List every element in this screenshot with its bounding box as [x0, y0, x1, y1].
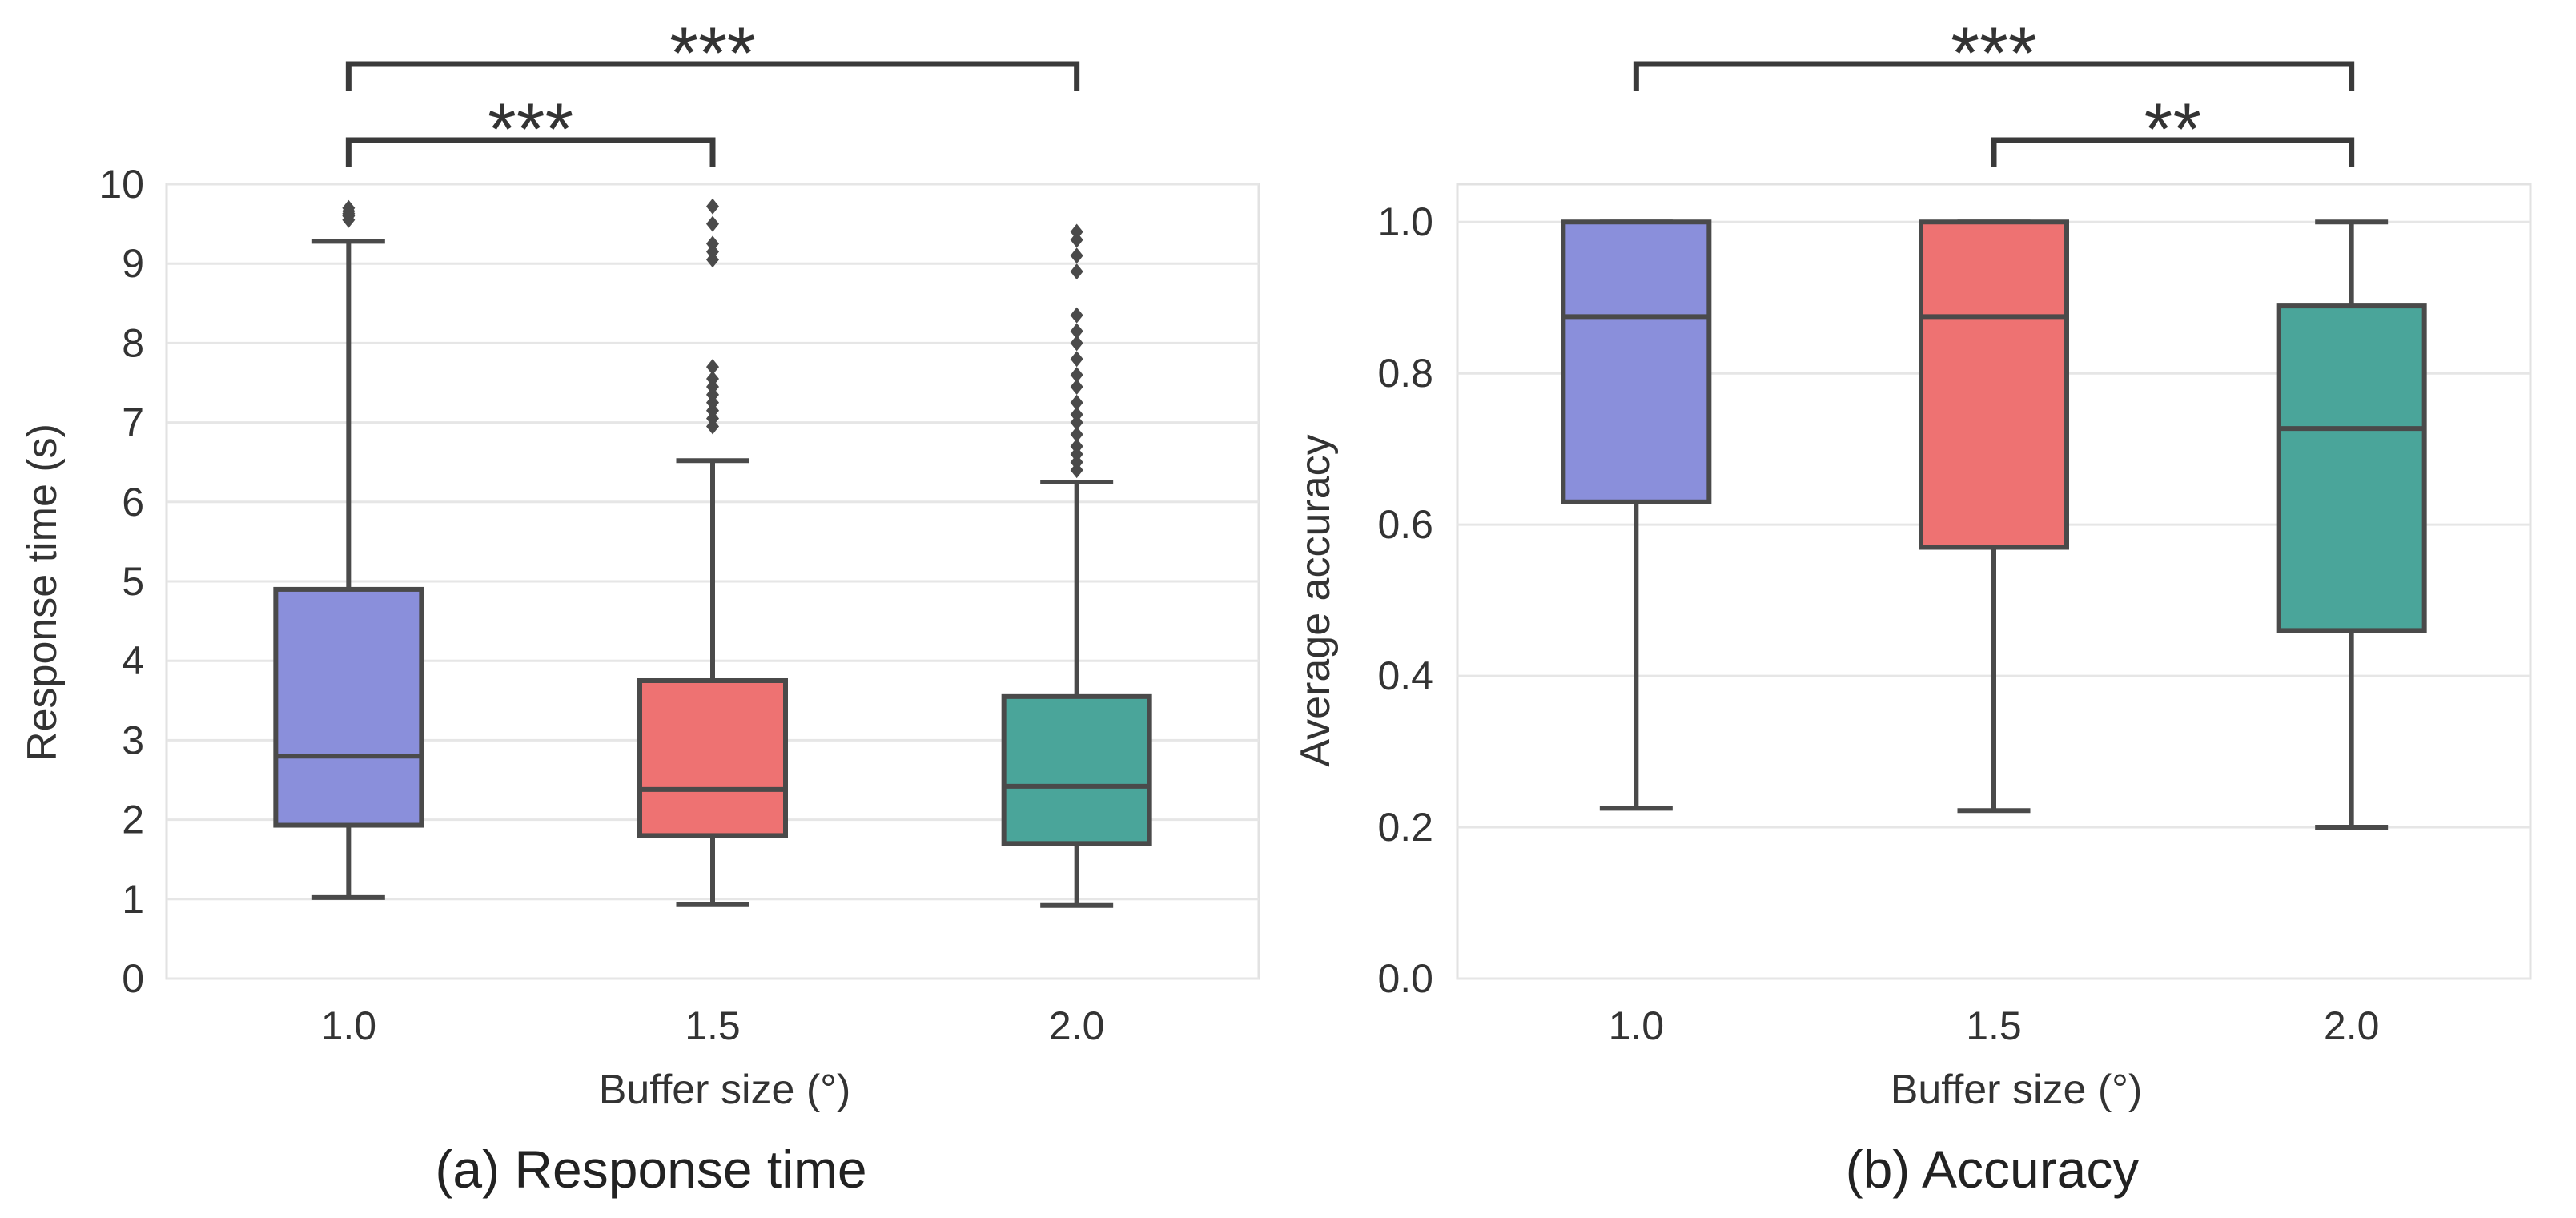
- outlier-point: [1070, 367, 1083, 384]
- outlier-point: [706, 215, 719, 232]
- y-axis-label-accuracy: Average accuracy: [1292, 434, 1339, 766]
- outlier-point: [706, 371, 719, 388]
- y-tick-label: 0.0: [1377, 956, 1433, 1001]
- box-iqr: [273, 586, 424, 828]
- box-1.0: [1561, 219, 1712, 811]
- outlier-point: [1070, 426, 1083, 443]
- y-tick-label: 1.0: [1377, 199, 1433, 244]
- panel-accuracy: (b) Accuracy Buffer size (°) Average acc…: [1292, 13, 2532, 1199]
- outlier-point: [1070, 394, 1083, 411]
- significance-bracket: **: [1991, 89, 2355, 171]
- outlier-point: [342, 199, 356, 216]
- y-tick-label: 5: [122, 559, 144, 604]
- caption-response-time: (a) Response time: [435, 1140, 866, 1199]
- y-tick-label: 9: [122, 241, 144, 286]
- box-iqr: [2276, 303, 2427, 633]
- box-1.0: [273, 199, 424, 900]
- outlier-point: [1070, 263, 1083, 280]
- box-1.5: [637, 198, 788, 907]
- x-tick-label: 1.5: [1966, 1003, 2022, 1048]
- y-tick-label: 7: [122, 400, 144, 445]
- bracket-line: [1991, 137, 2355, 167]
- significance-bracket: ***: [1633, 13, 2355, 94]
- x-tick-label: 1.5: [685, 1003, 741, 1048]
- x-tick-label: 1.0: [1609, 1003, 1665, 1048]
- significance-bracket: ***: [345, 89, 716, 171]
- box-1.5: [1919, 219, 2069, 814]
- x-tick-label: 1.0: [321, 1003, 377, 1048]
- x-tick-label: 2.0: [1049, 1003, 1105, 1048]
- significance-stars: ***: [669, 13, 755, 94]
- x-axis-label-response-time: Buffer size (°): [599, 1067, 851, 1113]
- bracket-line: [345, 137, 716, 167]
- y-tick-label: 3: [122, 718, 144, 762]
- outlier-point: [1070, 323, 1083, 340]
- outlier-point: [706, 198, 719, 215]
- y-tick-label: 10: [99, 162, 144, 207]
- bracket-line: [345, 61, 1080, 91]
- y-axis-label-response-time: Response time (s): [19, 424, 66, 762]
- significance-stars: ***: [488, 89, 573, 171]
- x-axis-label-accuracy: Buffer size (°): [1891, 1067, 2143, 1113]
- y-tick-label: 0.6: [1377, 502, 1433, 547]
- x-tick-label: 2.0: [2324, 1003, 2380, 1048]
- significance-stars: **: [2144, 89, 2202, 171]
- outlier-point: [1070, 335, 1083, 352]
- caption-accuracy: (b) Accuracy: [1846, 1140, 2140, 1199]
- outlier-point: [1070, 307, 1083, 324]
- box-iqr: [637, 678, 788, 838]
- outlier-point: [1070, 438, 1083, 455]
- y-tick-label: 2: [122, 798, 144, 842]
- box-iqr: [1001, 693, 1152, 846]
- outlier-point: [1070, 247, 1083, 264]
- y-tick-label: 0: [122, 956, 144, 1001]
- outlier-point: [706, 235, 719, 252]
- box-iqr: [1561, 219, 1712, 504]
- bracket-line: [1633, 61, 2355, 91]
- y-tick-label: 4: [122, 638, 144, 683]
- outlier-point: [706, 359, 719, 376]
- y-tick-label: 8: [122, 320, 144, 365]
- outlier-point: [1070, 378, 1083, 395]
- outlier-point: [1070, 223, 1083, 240]
- y-tick-label: 0.4: [1377, 653, 1433, 698]
- y-tick-label: 6: [122, 480, 144, 525]
- box-2.0: [2276, 219, 2427, 830]
- y-tick-label: 0.8: [1377, 351, 1433, 396]
- y-tick-label: 1: [122, 877, 144, 922]
- outlier-point: [1070, 351, 1083, 368]
- box-2.0: [1001, 223, 1152, 908]
- outlier-point: [1070, 406, 1083, 423]
- significance-bracket: ***: [345, 13, 1080, 94]
- panel-response-time: (a) Response time Buffer size (°) Respon…: [19, 13, 1260, 1199]
- significance-stars: ***: [1951, 13, 2036, 94]
- box-iqr: [1919, 219, 2069, 550]
- y-tick-label: 0.2: [1377, 805, 1433, 850]
